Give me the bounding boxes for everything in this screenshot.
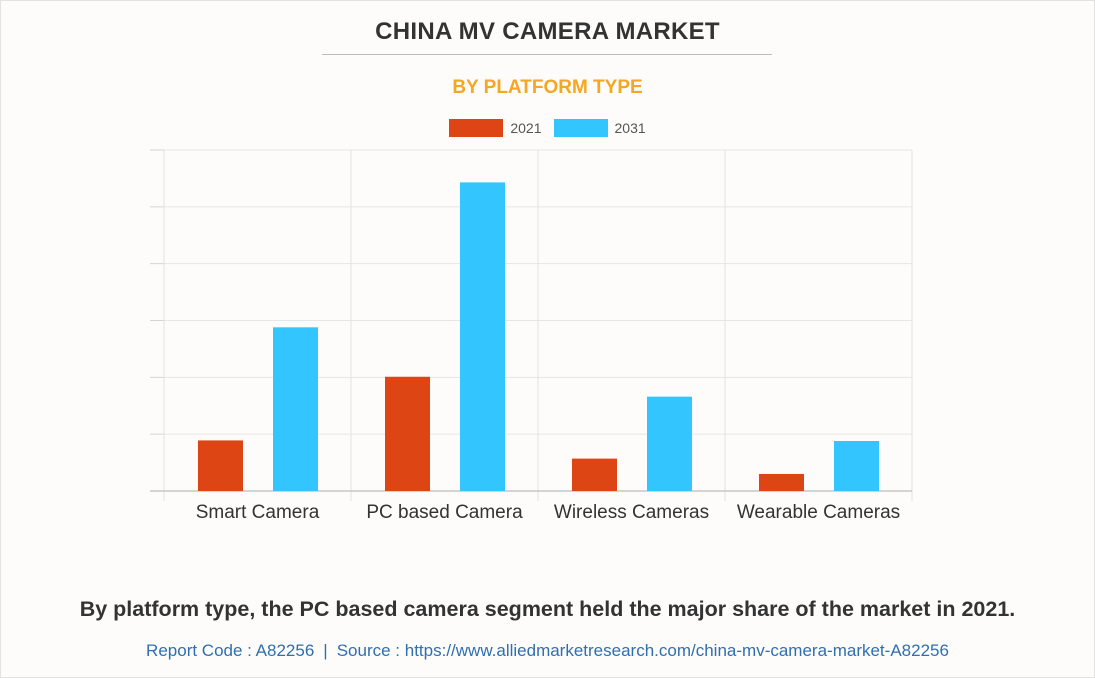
report-code: Report Code : A82256: [146, 641, 315, 660]
bar-2031: [460, 182, 505, 491]
chart-subtitle: BY PLATFORM TYPE: [452, 77, 643, 98]
source-link[interactable]: Source : https://www.alliedmarketresearc…: [336, 641, 949, 660]
legend-label-2021: 2021: [510, 120, 542, 136]
title-underline: [322, 54, 772, 55]
bar-2021: [572, 458, 617, 491]
legend-item-2021[interactable]: 2021: [449, 119, 542, 137]
legend-item-2031[interactable]: 2031: [553, 119, 646, 137]
bar-chart: Smart Camera PC based Camera Wireless Came…: [150, 149, 913, 523]
bar-2031: [273, 327, 318, 491]
footer-separator: |: [323, 641, 328, 660]
bar-2031: [647, 396, 692, 491]
x-tick-label: Smart Camera: [196, 502, 320, 523]
legend-swatch-2031: [553, 119, 608, 137]
bar-2031: [834, 440, 879, 491]
footer: Report Code : A82256 | Source : https://ww…: [0, 641, 1095, 661]
bar-2021: [198, 440, 243, 491]
chart-caption: By platform type, the PC based camera se…: [79, 597, 1016, 621]
legend-swatch-2021: [449, 119, 504, 137]
chart-legend: 2021 2031: [0, 119, 1095, 137]
x-tick-label: PC based Camera: [366, 502, 523, 523]
bar-2021: [385, 376, 430, 491]
x-tick-label: Wearable Cameras: [737, 502, 900, 523]
legend-label-2031: 2031: [614, 120, 646, 136]
bar-2021: [759, 473, 804, 491]
chart-title: CHINA MV CAMERA MARKET: [375, 18, 720, 45]
x-tick-label: Wireless Cameras: [554, 502, 709, 523]
